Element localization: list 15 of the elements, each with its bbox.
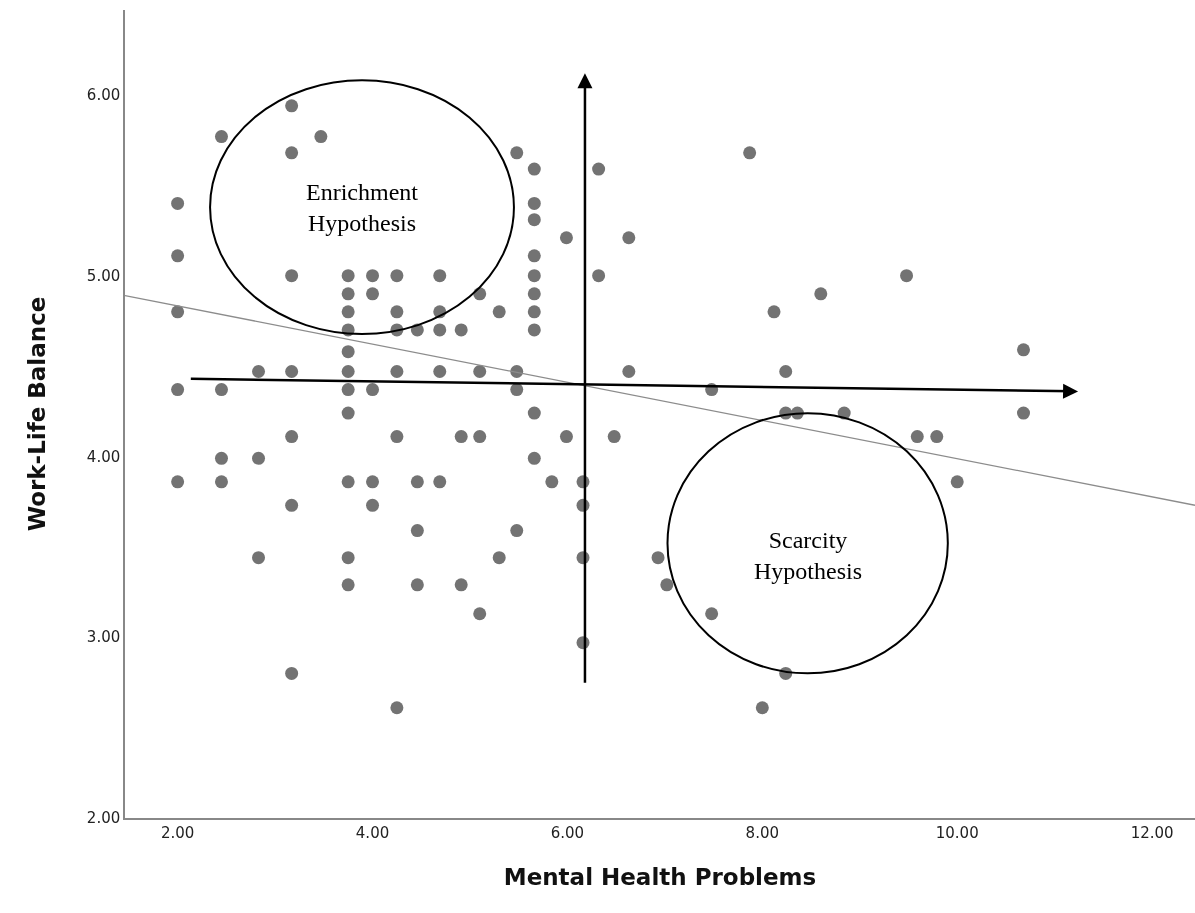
- y-tick-label: 2.00: [86, 809, 121, 828]
- y-axis-title: Work-Life Balance: [23, 296, 50, 532]
- annotation: Scarcity Hypothesis: [754, 527, 862, 585]
- y-tick-label: 5.00: [86, 266, 121, 285]
- y-tick-label: 4.00: [86, 447, 121, 466]
- x-tick-label: 2.00: [160, 823, 195, 842]
- annotation: Enrichment Hypothesis: [306, 179, 419, 237]
- y-tick-label: 3.00: [86, 628, 121, 647]
- x-tick-label: 8.00: [745, 823, 780, 842]
- x-axis-title: Mental Health Problems: [503, 863, 817, 890]
- x-tick-label: 4.00: [355, 823, 390, 842]
- x-tick-label: 12.00: [1130, 823, 1174, 842]
- y-tick-label: 6.00: [86, 86, 121, 105]
- x-tick-label: 10.00: [935, 823, 979, 842]
- x-tick-label: 6.00: [550, 823, 585, 842]
